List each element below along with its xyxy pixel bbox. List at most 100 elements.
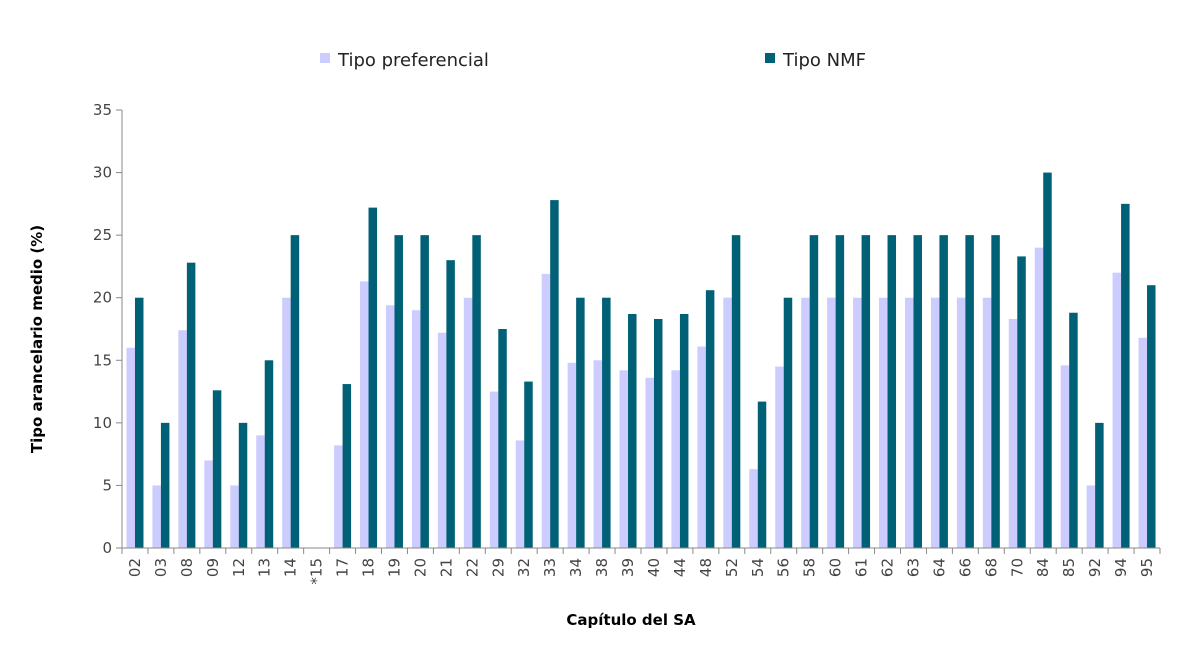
bar-nmf xyxy=(498,329,507,548)
bar-nmf xyxy=(368,207,378,548)
bar-preferential xyxy=(904,297,914,548)
x-tick-label: 13 xyxy=(256,558,274,577)
x-tick-label: 18 xyxy=(360,558,378,577)
bar-nmf xyxy=(835,235,845,548)
x-tick-label: 66 xyxy=(956,558,974,577)
x-tick-label: 54 xyxy=(749,558,767,577)
bar-preferential xyxy=(178,330,187,548)
x-tick-label: 70 xyxy=(1008,558,1026,577)
bar-preferential xyxy=(827,297,836,548)
x-tick-label: 84 xyxy=(1034,558,1052,577)
bar-nmf xyxy=(679,313,689,548)
y-axis: 0 5 10 15 20 25 30 35 xyxy=(93,101,123,557)
x-tick-label: 92 xyxy=(1086,558,1104,577)
x-axis: 02 03 08 09 12 13 14 *15 17 18 19 20 21 22 29 32 33 34 38 3… xyxy=(121,547,1161,585)
y-tick-label: 5 xyxy=(102,476,112,494)
bar-preferential xyxy=(982,297,992,548)
bar-nmf xyxy=(965,235,974,548)
bar-preferential xyxy=(956,297,966,548)
x-tick-label: 60 xyxy=(827,558,845,577)
bar-nmf xyxy=(757,401,767,548)
bar-preferential xyxy=(152,485,161,548)
y-tick-label: 20 xyxy=(93,289,112,307)
x-tick-label: 33 xyxy=(541,558,559,577)
x-tick-label: 22 xyxy=(463,558,481,577)
bar-nmf xyxy=(212,390,222,548)
x-tick-label: 48 xyxy=(697,558,715,577)
y-tick-label: 15 xyxy=(93,351,112,369)
bar-nmf xyxy=(160,422,170,548)
bar-nmf xyxy=(991,235,1000,548)
bar-nmf xyxy=(446,260,455,548)
bars xyxy=(126,172,1156,549)
bar-preferential xyxy=(515,440,525,548)
x-tick-label: 08 xyxy=(178,558,196,577)
x-tick-label: 44 xyxy=(671,558,689,577)
bar-preferential xyxy=(879,297,888,548)
bar-preferential xyxy=(385,305,395,548)
bar-nmf xyxy=(290,235,300,548)
legend: Tipo preferencial Tipo NMF xyxy=(320,50,866,71)
bar-nmf xyxy=(1121,203,1130,548)
x-tick-label: 14 xyxy=(282,558,300,577)
x-tick-label: 56 xyxy=(775,558,793,577)
bar-nmf xyxy=(705,290,715,548)
legend-swatch xyxy=(765,53,775,63)
x-tick-label: 95 xyxy=(1138,558,1156,577)
bar-nmf xyxy=(550,200,559,549)
x-tick-label: 20 xyxy=(411,558,429,577)
legend-swatch xyxy=(320,53,330,63)
bar-nmf xyxy=(264,360,274,548)
bar-preferential xyxy=(930,297,940,548)
x-tick-label: 38 xyxy=(593,558,611,577)
bar-preferential xyxy=(541,273,551,548)
bar-preferential xyxy=(801,297,810,548)
bar-preferential xyxy=(723,297,732,548)
bar-preferential xyxy=(853,297,862,548)
bar-preferential xyxy=(1086,485,1096,548)
x-tick-label: *15 xyxy=(308,558,326,585)
bar-nmf xyxy=(602,297,611,548)
bar-preferential xyxy=(671,370,680,548)
bar-nmf xyxy=(939,235,948,548)
x-tick-label: 58 xyxy=(801,558,819,577)
bar-nmf xyxy=(420,235,429,548)
bar-preferential xyxy=(126,347,135,548)
bar-preferential xyxy=(489,391,499,548)
bar-nmf xyxy=(887,235,897,548)
bar-nmf xyxy=(628,313,637,548)
bar-preferential xyxy=(256,435,265,548)
bar-preferential xyxy=(619,370,629,548)
bar-nmf xyxy=(472,235,481,548)
x-tick-label: 03 xyxy=(152,558,170,577)
y-tick-label: 25 xyxy=(93,226,112,244)
bar-nmf xyxy=(653,318,663,548)
bar-nmf xyxy=(524,381,533,548)
bar-nmf xyxy=(342,384,352,548)
x-tick-label: 62 xyxy=(879,558,897,577)
bar-nmf xyxy=(186,262,196,548)
bar-nmf xyxy=(1043,172,1052,549)
bar-nmf xyxy=(1095,422,1104,548)
legend-label: Tipo NMF xyxy=(782,50,866,71)
bar-preferential xyxy=(463,297,473,548)
x-tick-label: 12 xyxy=(230,558,248,577)
bar-preferential xyxy=(437,332,447,548)
bar-preferential xyxy=(1060,365,1070,548)
bar-nmf xyxy=(1017,256,1026,548)
x-tick-label: 68 xyxy=(982,558,1000,577)
bar-nmf xyxy=(783,297,793,548)
x-tick-label: 19 xyxy=(385,558,403,577)
bar-preferential xyxy=(645,377,654,548)
y-tick-label: 30 xyxy=(93,164,112,182)
x-tick-label: 61 xyxy=(853,558,871,577)
bar-nmf xyxy=(394,235,403,548)
bar-nmf xyxy=(861,235,871,548)
x-tick-label: 39 xyxy=(619,558,637,577)
x-tick-label: 94 xyxy=(1112,558,1130,577)
x-tick-label: 32 xyxy=(515,558,533,577)
x-tick-label: 34 xyxy=(567,558,585,577)
bar-nmf xyxy=(238,422,248,548)
bar-nmf xyxy=(913,235,922,548)
